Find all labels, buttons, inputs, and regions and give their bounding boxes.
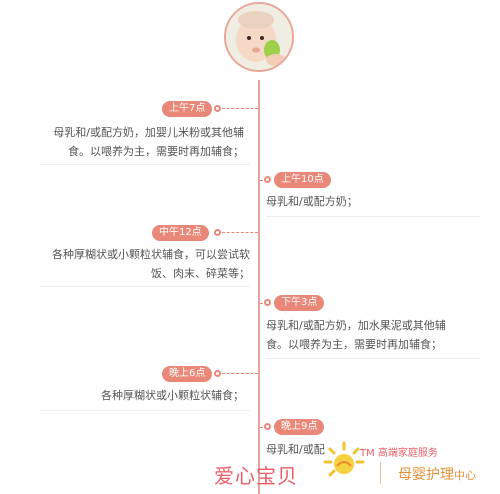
- entry-text: 母乳和/或配方奶，加婴儿米粉或其他辅 食。以喂养为主，需要时再加辅食；: [40, 123, 244, 161]
- time-badge: 下午3点: [274, 295, 325, 311]
- entry-line: 母乳和/或配: [266, 443, 325, 456]
- entry-line: 母乳和/或配方奶；: [266, 195, 358, 208]
- timeline-dot: [214, 229, 221, 236]
- brand-tagline: TM 高端家庭服务: [360, 448, 438, 459]
- timeline-dot: [264, 423, 271, 430]
- entry-text: 母乳和/或配方奶，加水果泥或其他辅 食。以喂养为主，需要时再加辅食；: [266, 316, 492, 354]
- timeline-dot: [214, 370, 221, 377]
- divider-line: [266, 216, 480, 217]
- sun-logo-icon: [323, 441, 365, 477]
- entry-line: 食。以喂养为主，需要时再加辅食；: [68, 145, 244, 158]
- timeline-axis: [258, 80, 260, 494]
- divider-line: [40, 286, 250, 287]
- time-badge: 晚上9点: [274, 419, 325, 435]
- time-badge: 中午12点: [152, 225, 209, 241]
- time-badge: 上午10点: [274, 172, 331, 188]
- entry-text: 母乳和/或配: [266, 440, 366, 459]
- time-badge: 晚上6点: [162, 366, 213, 382]
- entry-line: 母乳和/或配方奶，加婴儿米粉或其他辅: [53, 126, 244, 139]
- timeline-connector: [222, 108, 258, 109]
- brand-divider: [380, 462, 381, 484]
- entry-line: 各种厚糊状或小颗粒状辅食；: [101, 389, 244, 402]
- brand-name: 爱心宝贝: [214, 464, 298, 488]
- entry-text: 母乳和/或配方奶；: [266, 192, 486, 211]
- baby-photo-icon: [226, 4, 292, 70]
- entry-line: 母乳和/或配方奶，加水果泥或其他辅: [266, 319, 446, 332]
- brand-subtitle-main: 母婴护理: [398, 467, 454, 483]
- entry-text: 各种厚糊状或小颗粒状辅食，可以尝试软 饭、肉末、碎菜等；: [40, 245, 250, 283]
- entry-text: 各种厚糊状或小颗粒状辅食；: [40, 386, 244, 405]
- timeline-dot: [214, 105, 221, 112]
- entry-line: 食。以喂养为主，需要时再加辅食；: [266, 338, 442, 351]
- entry-line: 各种厚糊状或小颗粒状辅食，可以尝试软: [52, 248, 250, 261]
- timeline-dot: [264, 176, 271, 183]
- brand-subtitle: 母婴护理中心: [398, 464, 476, 484]
- timeline-connector: [222, 373, 258, 374]
- divider-line: [40, 410, 250, 411]
- divider-line: [40, 164, 250, 165]
- timeline-dot: [264, 299, 271, 306]
- brand-subtitle-small: 中心: [454, 469, 476, 482]
- timeline-connector: [222, 232, 258, 233]
- entry-line: 饭、肉末、碎菜等；: [151, 267, 250, 280]
- baby-avatar: [224, 2, 294, 72]
- divider-line: [266, 358, 480, 359]
- time-badge: 上午7点: [162, 101, 213, 117]
